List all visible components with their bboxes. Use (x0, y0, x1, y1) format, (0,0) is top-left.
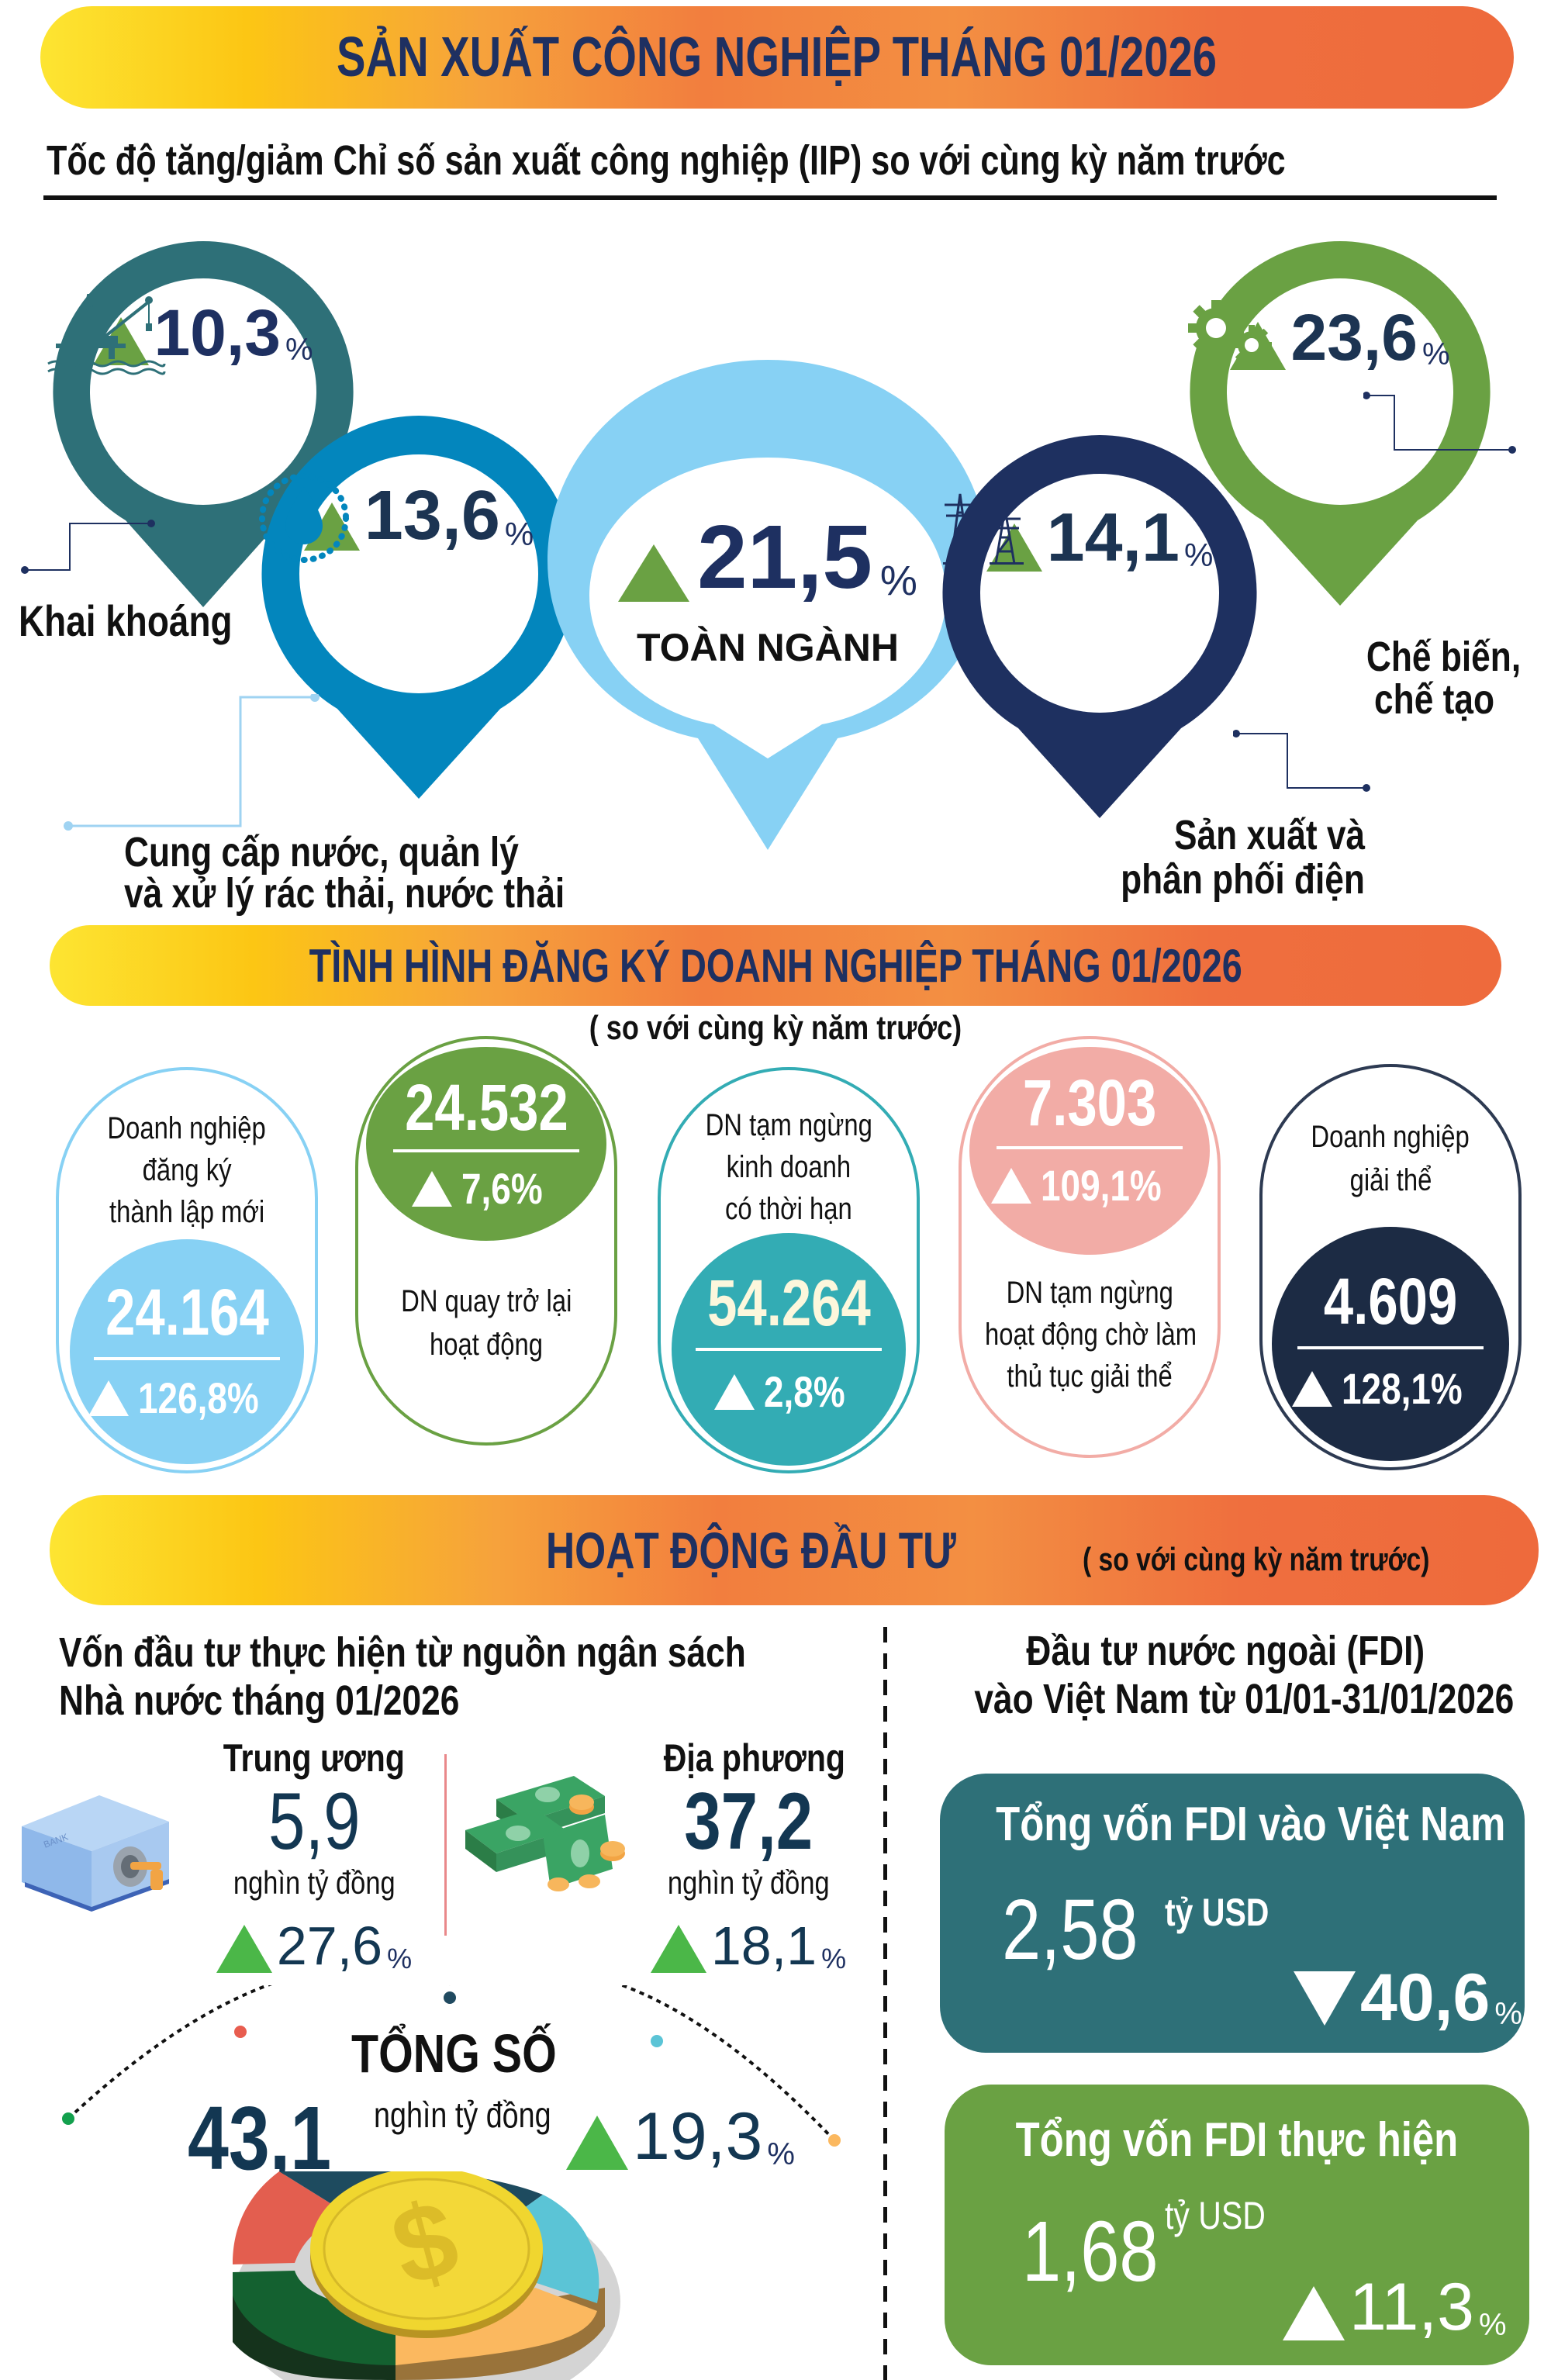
coin-donut-chart-icon: $ (233, 2171, 620, 2380)
fdi-disbursed-card: Tổng vốn FDI thực hiện 1,68 tỷ USD 11,3 … (945, 2085, 1529, 2365)
pin-mining: 10,3 % (47, 237, 358, 609)
up-arrow-icon (1292, 1370, 1333, 1407)
up-arrow-icon (88, 1380, 130, 1416)
oil-rig-icon (47, 294, 166, 375)
connector-electricity (1233, 730, 1370, 792)
connector-manufacturing (1363, 392, 1516, 454)
industrial-subtitle: Tốc độ tăng/giảm Chỉ số sản xuất công ng… (47, 137, 1286, 184)
card-pending-dissolution: 7.303 109,1% DN tạm ngừng hoạt động chờ … (959, 1036, 1221, 1458)
up-arrow-icon (1283, 2286, 1345, 2340)
down-arrow-icon (1294, 1971, 1356, 2026)
up-arrow-icon (714, 1373, 755, 1410)
bank-vault-icon: BANK (22, 1795, 169, 1912)
enterprise-banner-title: TÌNH HÌNH ĐĂNG KÝ DOANH NGHIỆP THÁNG 01/… (309, 939, 1242, 992)
investment-banner-note: ( so với cùng kỳ năm trước) (1083, 1541, 1430, 1577)
label-electricity: Sản xuất và phân phối điện (1121, 812, 1365, 903)
fdi-registered-card: Tổng vốn FDI vào Việt Nam 2,58 tỷ USD 40… (940, 1774, 1525, 2053)
connector-mining (21, 520, 155, 574)
industrial-banner-title: SẢN XUẤT CÔNG NGHIỆP THÁNG 01/2026 (337, 26, 1218, 88)
card-dissolved-enterprises: Doanh nghiệp giải thể 4.609 128,1% (1259, 1064, 1522, 1470)
fdi-title: Đầu tư nước ngoài (FDI) vào Việt Nam từ … (974, 1628, 1515, 1723)
money-stack-icon (465, 1776, 625, 1891)
card-new-enterprises: Doanh nghiệp đăng ký thành lập mới 24.16… (56, 1067, 318, 1473)
pin-manufacturing: 23,6 % (1185, 237, 1495, 609)
up-arrow-icon (991, 1167, 1032, 1204)
pin-electricity: 14,1 % (937, 430, 1263, 818)
label-mining: Khai khoáng (19, 596, 233, 645)
up-arrow-icon (216, 1925, 272, 1974)
pin-water: 13,6 % (256, 411, 582, 799)
total-label: TỔNG SỐ (351, 2023, 557, 2084)
investment-banner: HOẠT ĐỘNG ĐẦU TƯ ( so với cùng kỳ năm tr… (50, 1495, 1539, 1605)
water-drop-icon (259, 473, 349, 563)
total-change: 19,3 % (566, 2103, 795, 2170)
power-tower-icon (943, 493, 1024, 565)
card-returning-enterprises: 24.532 7,6% DN quay trở lại hoạt động (355, 1036, 617, 1446)
total-unit: nghìn tỷ đồng (374, 2095, 551, 2135)
gears-icon (1188, 300, 1272, 365)
connector-water (64, 694, 320, 831)
enterprise-note: ( so với cùng kỳ năm trước) (589, 1009, 962, 1047)
industrial-banner: SẢN XUẤT CÔNG NGHIỆP THÁNG 01/2026 (40, 6, 1514, 109)
card-suspended-enterprises: DN tạm ngừng kinh doanh có thời hạn 54.2… (658, 1067, 920, 1473)
pin-total-industry: 21,5 % TOÀN NGÀNH (543, 357, 993, 853)
up-arrow-icon (566, 2116, 628, 2170)
state-budget-title: Vốn đầu tư thực hiện từ nguồn ngân sách … (59, 1629, 746, 1725)
local-budget: Địa phương 37,2 nghìn tỷ đồng 18,1 % (644, 1737, 853, 1974)
subtitle-underline (43, 195, 1497, 200)
label-water: Cung cấp nước, quản lý và xử lý rác thải… (124, 829, 565, 917)
investment-banner-title: HOẠT ĐỘNG ĐẦU TƯ (546, 1522, 956, 1579)
up-arrow-icon (618, 544, 690, 602)
enterprise-banner: TÌNH HÌNH ĐĂNG KÝ DOANH NGHIỆP THÁNG 01/… (50, 925, 1501, 1006)
label-manufacturing: Chế biến, chế tạo (1366, 634, 1522, 724)
dotted-arc (62, 1985, 841, 2147)
label-total-industry: TOÀN NGÀNH (637, 626, 899, 669)
budget-divider (444, 1754, 447, 1936)
central-budget: Trung ương 5,9 nghìn tỷ đồng 27,6 % (194, 1737, 434, 1974)
up-arrow-icon (412, 1170, 453, 1207)
up-arrow-icon (650, 1925, 706, 1974)
section-divider (883, 1627, 887, 2380)
